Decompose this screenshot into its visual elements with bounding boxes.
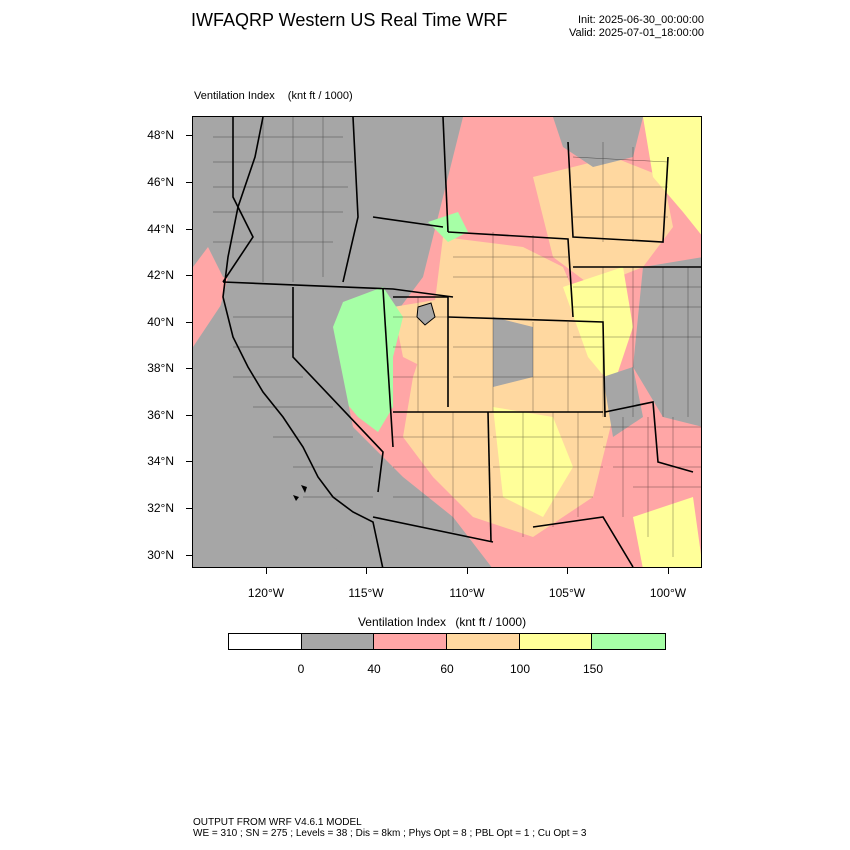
valid-time: Valid: 2025-07-01_18:00:00 xyxy=(569,27,704,39)
yellow-region-north xyxy=(643,117,701,235)
colorbar-swatch xyxy=(374,634,448,649)
lat-tick xyxy=(186,508,192,509)
lat-tick xyxy=(186,368,192,369)
colorbar-label: 40 xyxy=(367,662,381,676)
lon-label-120: 120°W xyxy=(247,586,285,600)
colorbar-label: 60 xyxy=(440,662,454,676)
colorbar-label: 150 xyxy=(582,662,604,676)
lat-tick xyxy=(186,555,192,556)
colorbar-label: 100 xyxy=(509,662,531,676)
lon-tick xyxy=(467,568,468,574)
chart-title: IWFAQRP Western US Real Time WRF xyxy=(191,10,508,30)
model-info: OUTPUT FROM WRF V4.6.1 MODEL WE = 310 ; … xyxy=(193,817,586,839)
lon-label-110: 110°W xyxy=(449,586,485,600)
lat-label-30: 30°N xyxy=(147,548,174,562)
lat-label-32: 32°N xyxy=(147,501,174,515)
lat-tick xyxy=(186,135,192,136)
lat-tick xyxy=(186,415,192,416)
lon-tick xyxy=(567,568,568,574)
field-units: (knt ft / 1000) xyxy=(287,90,353,102)
colorbar-swatch xyxy=(519,634,593,649)
colorbar-swatch xyxy=(229,634,302,649)
gray-region-north-plains xyxy=(553,117,643,167)
lon-tick xyxy=(668,568,669,574)
lat-tick xyxy=(186,229,192,230)
lat-label-48: 48°N xyxy=(147,128,174,142)
lat-label-42: 42°N xyxy=(147,268,174,282)
colorbar-title: Ventilation Index (knt ft / 1000) xyxy=(0,615,850,629)
lat-label-34: 34°N xyxy=(147,454,174,468)
model-info-line1: OUTPUT FROM WRF V4.6.1 MODEL xyxy=(193,817,362,828)
lon-label-115: 115°W xyxy=(348,586,384,600)
lat-tick xyxy=(186,182,192,183)
yellow-region-plains xyxy=(563,267,633,387)
colorbar-swatch xyxy=(447,634,520,649)
state-boundaries xyxy=(222,117,701,567)
run-times: Init: 2025-06-30_00:00:00 Valid: 2025-07… xyxy=(569,14,704,40)
yellow-region-texas xyxy=(633,497,701,567)
init-time: Init: 2025-06-30_00:00:00 xyxy=(578,14,704,26)
ventilation-map xyxy=(193,117,701,567)
lon-tick xyxy=(366,568,367,574)
lat-label-38: 38°N xyxy=(147,361,174,375)
colorbar-label: 0 xyxy=(297,662,305,676)
island-2 xyxy=(293,495,299,501)
pacific-coastline xyxy=(222,117,384,567)
gray-region-colorado xyxy=(493,317,533,387)
plot-field-label: Ventilation Index (knt ft / 1000) xyxy=(194,90,363,102)
field-name: Ventilation Index xyxy=(194,90,275,102)
lat-label-46: 46°N xyxy=(147,175,174,189)
island-1 xyxy=(301,485,307,493)
colorbar xyxy=(228,633,666,650)
lat-label-36: 36°N xyxy=(147,408,174,422)
colorbar-swatch xyxy=(301,634,375,649)
lon-tick xyxy=(266,568,267,574)
lat-label-40: 40°N xyxy=(147,315,174,329)
lat-tick xyxy=(186,275,192,276)
gray-region-kansas xyxy=(633,257,701,427)
map-panel[interactable] xyxy=(192,116,702,568)
lat-tick xyxy=(186,461,192,462)
model-info-line2: WE = 310 ; SN = 275 ; Levels = 38 ; Dis … xyxy=(193,828,587,839)
lat-tick xyxy=(186,322,192,323)
colorbar-field-name: Ventilation Index xyxy=(357,615,447,629)
lon-label-105: 105°W xyxy=(548,586,586,600)
lon-label-100: 100°W xyxy=(649,586,687,600)
county-boundaries xyxy=(213,117,701,557)
colorbar-units: (knt ft / 1000) xyxy=(455,615,527,629)
great-salt-lake xyxy=(416,302,436,326)
lat-label-44: 44°N xyxy=(147,222,174,236)
colorbar-swatch xyxy=(592,634,666,649)
gray-region-northwest xyxy=(193,117,373,287)
